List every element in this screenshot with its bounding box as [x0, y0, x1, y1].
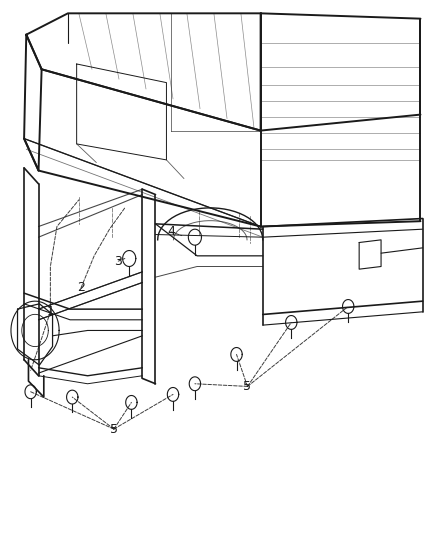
Text: 3: 3 — [114, 255, 122, 268]
Text: 4: 4 — [167, 225, 175, 238]
Text: 5: 5 — [244, 380, 251, 393]
Text: 2: 2 — [77, 281, 85, 294]
Text: 1: 1 — [46, 305, 54, 318]
Text: 5: 5 — [110, 423, 118, 435]
